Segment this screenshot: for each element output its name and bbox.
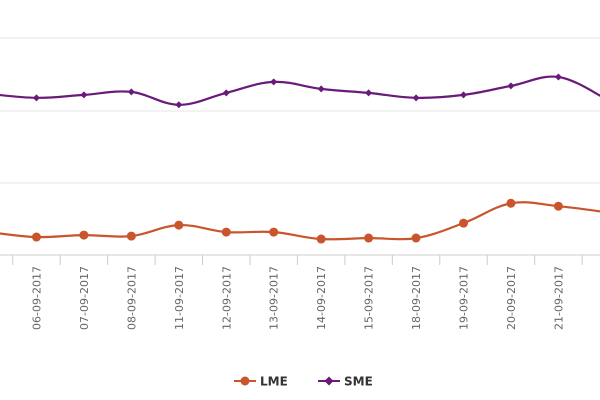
x-tick-label-08-09-2017: 08-09-2017: [125, 266, 138, 330]
legend-sme-marker: [324, 376, 334, 386]
x-tick-label-21-09-2017: 21-09-2017: [552, 266, 565, 330]
series-layer: [0, 73, 600, 244]
legend-item-sme[interactable]: SME: [318, 375, 373, 389]
point-sme-18-09-2017[interactable]: [412, 94, 420, 102]
legend: LME SME: [234, 375, 373, 389]
point-lme-14-09-2017[interactable]: [316, 234, 326, 244]
legend-sme-label: SME: [344, 375, 373, 389]
point-sme-07-09-2017[interactable]: [80, 91, 88, 99]
point-lme-06-09-2017[interactable]: [31, 232, 41, 242]
point-sme-08-09-2017[interactable]: [127, 88, 135, 96]
point-lme-07-09-2017[interactable]: [79, 230, 89, 240]
point-lme-18-09-2017[interactable]: [411, 233, 421, 243]
x-tick-label-13-09-2017: 13-09-2017: [268, 266, 281, 330]
series-lme: [0, 198, 600, 244]
point-sme-12-09-2017[interactable]: [222, 89, 230, 97]
point-lme-11-09-2017[interactable]: [174, 220, 184, 230]
point-sme-15-09-2017[interactable]: [365, 89, 373, 97]
x-axis: [0, 254, 600, 265]
point-sme-11-09-2017[interactable]: [175, 101, 183, 109]
series-sme: [0, 73, 600, 109]
x-tick-label-11-09-2017: 11-09-2017: [173, 266, 186, 330]
point-lme-20-09-2017[interactable]: [506, 198, 516, 208]
point-lme-15-09-2017[interactable]: [364, 233, 374, 243]
point-sme-21-09-2017[interactable]: [554, 73, 562, 81]
x-tick-label-07-09-2017: 07-09-2017: [78, 266, 91, 330]
legend-item-lme[interactable]: LME: [234, 375, 288, 389]
gridlines: [0, 37, 600, 184]
legend-lme-marker: [240, 376, 250, 386]
series-line-lme: [0, 201, 600, 241]
point-sme-20-09-2017[interactable]: [507, 82, 515, 90]
point-lme-21-09-2017[interactable]: [553, 201, 563, 211]
x-tick-labels: 06-09-2017 07-09-2017 08-09-2017 11-09-2017…: [31, 266, 566, 330]
point-lme-19-09-2017[interactable]: [459, 218, 468, 228]
x-tick-label-12-09-2017: 12-09-2017: [220, 266, 233, 330]
x-tick-label-20-09-2017: 20-09-2017: [505, 266, 518, 330]
point-lme-12-09-2017[interactable]: [221, 227, 231, 237]
x-tick-label-19-09-2017: 19-09-2017: [458, 266, 471, 330]
x-tick-label-06-09-2017: 06-09-2017: [31, 266, 44, 330]
point-sme-19-09-2017[interactable]: [460, 91, 467, 99]
series-line-sme: [0, 75, 600, 106]
legend-lme-label: LME: [260, 375, 288, 389]
x-tick-label-14-09-2017: 14-09-2017: [315, 266, 328, 330]
point-sme-13-09-2017[interactable]: [270, 78, 278, 86]
x-tick-label-15-09-2017: 15-09-2017: [363, 266, 376, 330]
point-sme-06-09-2017[interactable]: [32, 94, 40, 102]
point-sme-14-09-2017[interactable]: [317, 85, 325, 93]
x-tick-label-18-09-2017: 18-09-2017: [410, 266, 423, 330]
point-lme-13-09-2017[interactable]: [269, 227, 279, 237]
point-lme-08-09-2017[interactable]: [126, 231, 136, 241]
